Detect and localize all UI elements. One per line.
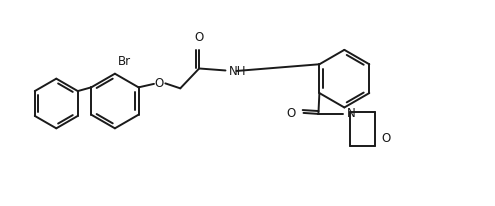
Text: O: O xyxy=(381,131,390,144)
Text: O: O xyxy=(155,76,164,89)
Text: Br: Br xyxy=(117,55,131,68)
Text: NH: NH xyxy=(229,65,246,78)
Text: N: N xyxy=(346,107,355,119)
Text: O: O xyxy=(195,31,204,44)
Text: O: O xyxy=(287,107,296,120)
